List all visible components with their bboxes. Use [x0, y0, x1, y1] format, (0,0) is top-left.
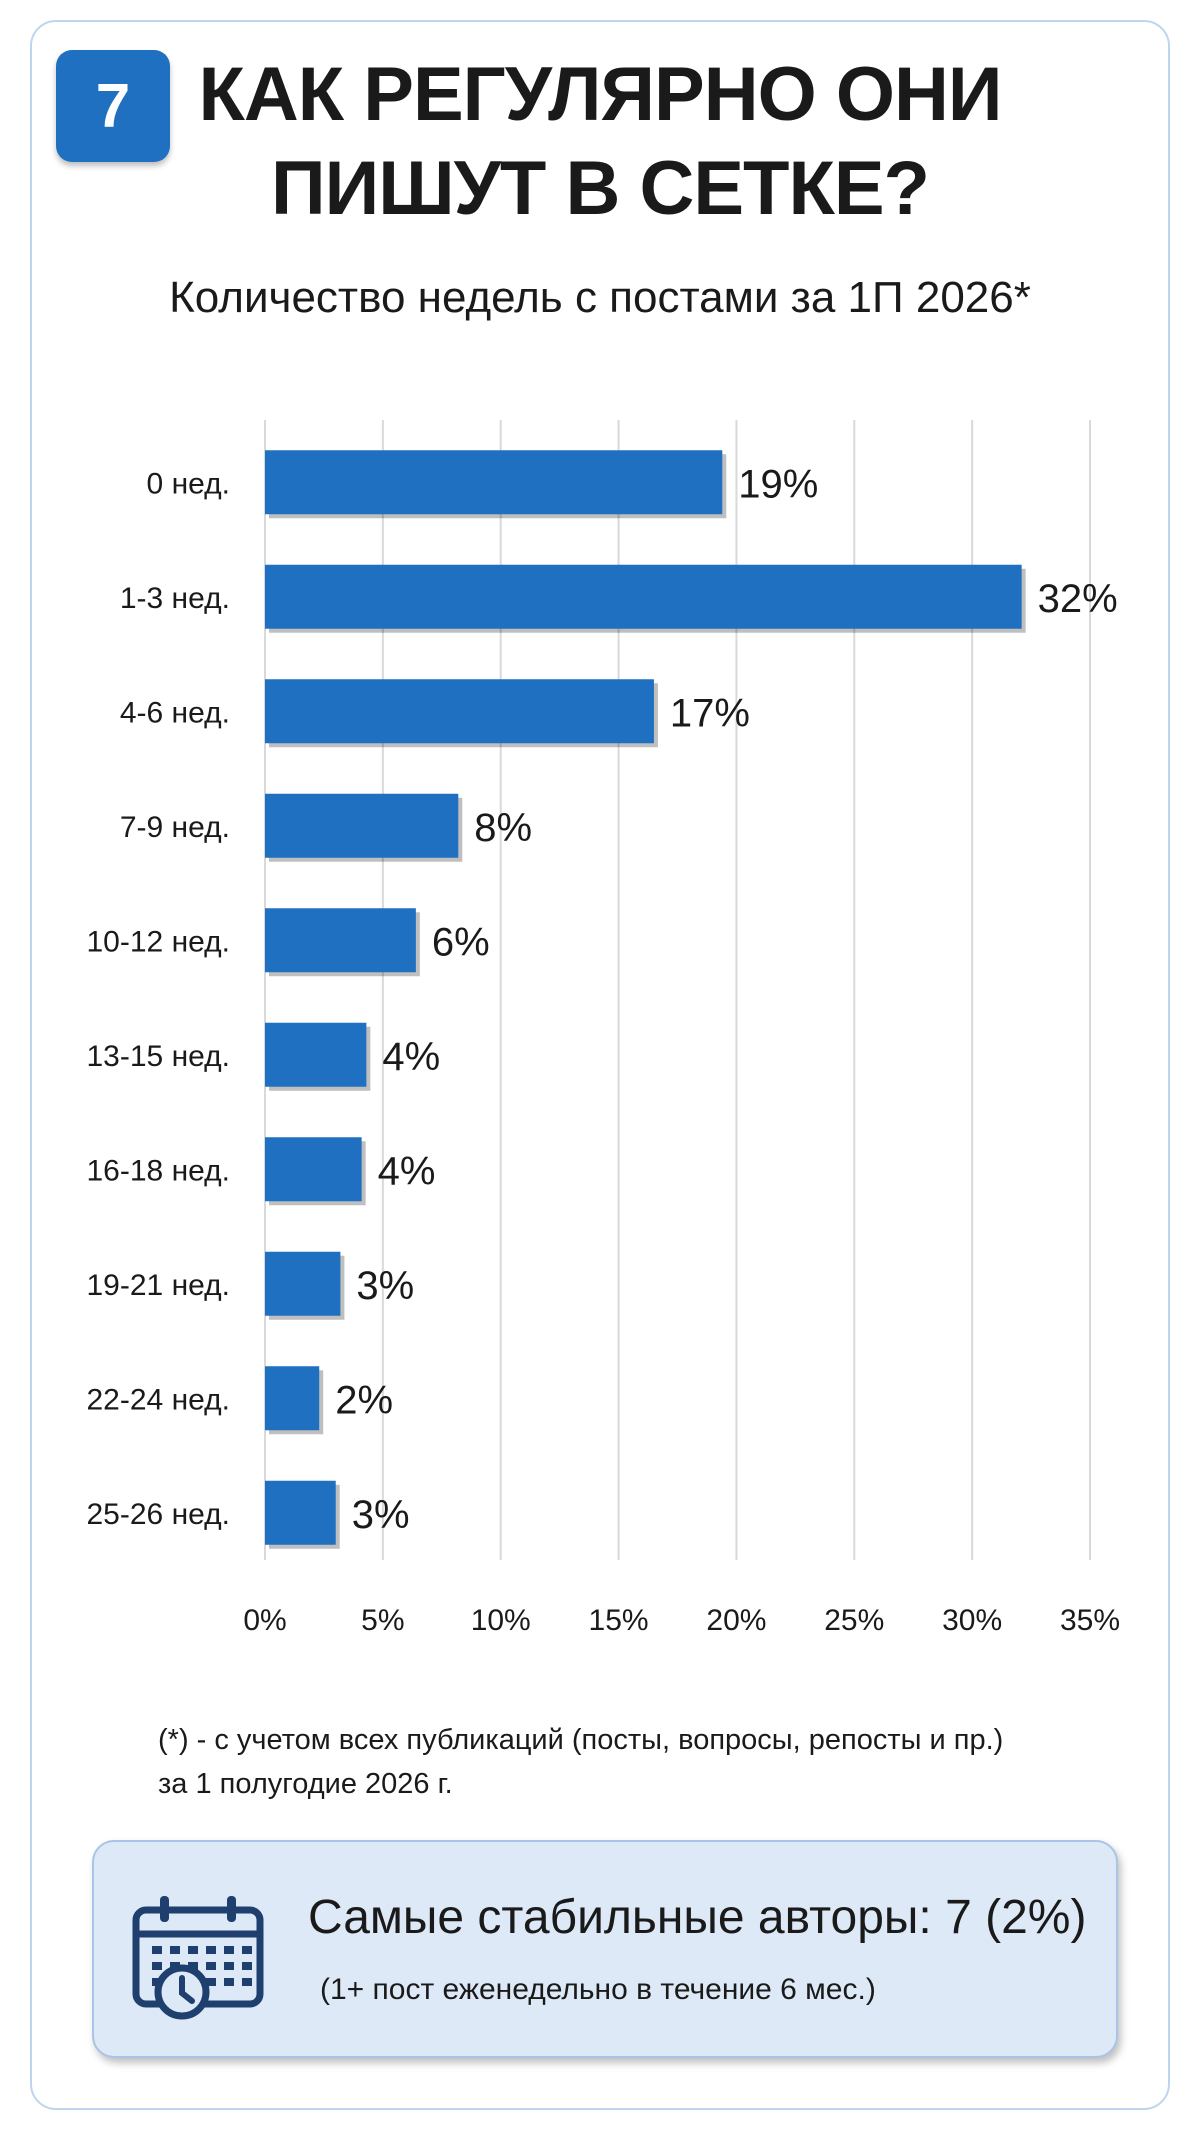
- calendar-clock-icon: [132, 1896, 264, 2020]
- data-label: 3%: [352, 1493, 410, 1537]
- footnote: (*) - с учетом всех публикаций (посты, в…: [158, 1718, 1003, 1806]
- bar: [265, 450, 723, 515]
- x-tick-label: 30%: [942, 1604, 1002, 1637]
- data-label: 2%: [335, 1378, 393, 1422]
- x-tick-label: 5%: [361, 1604, 404, 1637]
- chart-subtitle: Количество недель с постами за 1П 2026*: [169, 273, 1031, 322]
- bar: [265, 679, 654, 744]
- page-title: КАК РЕГУЛЯРНО ОНИ ПИШУТ В СЕТКЕ?: [190, 48, 1010, 236]
- data-label: 17%: [670, 691, 750, 735]
- data-label: 4%: [378, 1149, 436, 1193]
- category-label: 25-26 нед.: [87, 1498, 231, 1531]
- footnote-line-1: (*) - с учетом всех публикаций (посты, в…: [158, 1724, 1004, 1756]
- bar: [265, 793, 459, 858]
- x-tick-label: 35%: [1060, 1604, 1120, 1637]
- x-tick-label: 15%: [589, 1604, 649, 1637]
- page-title-line-2: ПИШУТ В СЕТКЕ?: [271, 146, 930, 231]
- category-label: 22-24 нед.: [87, 1383, 231, 1416]
- section-number-badge: 7: [56, 50, 170, 162]
- category-label: 1-3 нед.: [120, 582, 230, 615]
- data-label: 32%: [1038, 577, 1118, 621]
- category-label: 13-15 нед.: [87, 1040, 231, 1073]
- category-label: 7-9 нед.: [120, 811, 230, 844]
- data-label: 4%: [382, 1035, 440, 1079]
- stable-authors-box: Самые стабильные авторы: 7 (2%) (1+ пост…: [92, 1840, 1118, 2058]
- category-label: 0 нед.: [147, 467, 230, 500]
- bar: [265, 1366, 320, 1431]
- x-tick-label: 25%: [824, 1604, 884, 1637]
- card: [30, 20, 1170, 2110]
- data-label: 3%: [356, 1264, 414, 1308]
- stable-authors-note: (1+ пост еженедельно в течение 6 мес.): [320, 1973, 876, 2006]
- category-label: 16-18 нед.: [87, 1154, 231, 1187]
- bar-chart: 0% 5% 10% 15% 20% 25% 30% 35% 0 нед. 19% 1-3 нед. 3…: [87, 420, 1120, 1637]
- page-title-line-1: КАК РЕГУЛЯРНО ОНИ: [198, 52, 1002, 137]
- x-tick-label: 10%: [471, 1604, 531, 1637]
- bar: [265, 908, 416, 973]
- footnote-line-2: за 1 полугодие 2026 г.: [158, 1768, 453, 1800]
- bar: [265, 1251, 341, 1316]
- category-label: 4-6 нед.: [120, 696, 230, 729]
- x-tick-label: 20%: [706, 1604, 766, 1637]
- category-label: 19-21 нед.: [87, 1269, 231, 1302]
- data-label: 8%: [474, 806, 532, 850]
- stable-authors-text: Самые стабильные авторы: 7 (2%): [308, 1891, 1087, 1944]
- bar: [265, 1137, 362, 1202]
- category-label: 10-12 нед.: [87, 925, 231, 958]
- bar: [265, 1022, 367, 1087]
- bar: [265, 1480, 336, 1545]
- bar: [265, 564, 1022, 629]
- data-label: 6%: [432, 920, 490, 964]
- x-tick-label: 0%: [243, 1604, 286, 1637]
- data-label: 19%: [738, 462, 818, 506]
